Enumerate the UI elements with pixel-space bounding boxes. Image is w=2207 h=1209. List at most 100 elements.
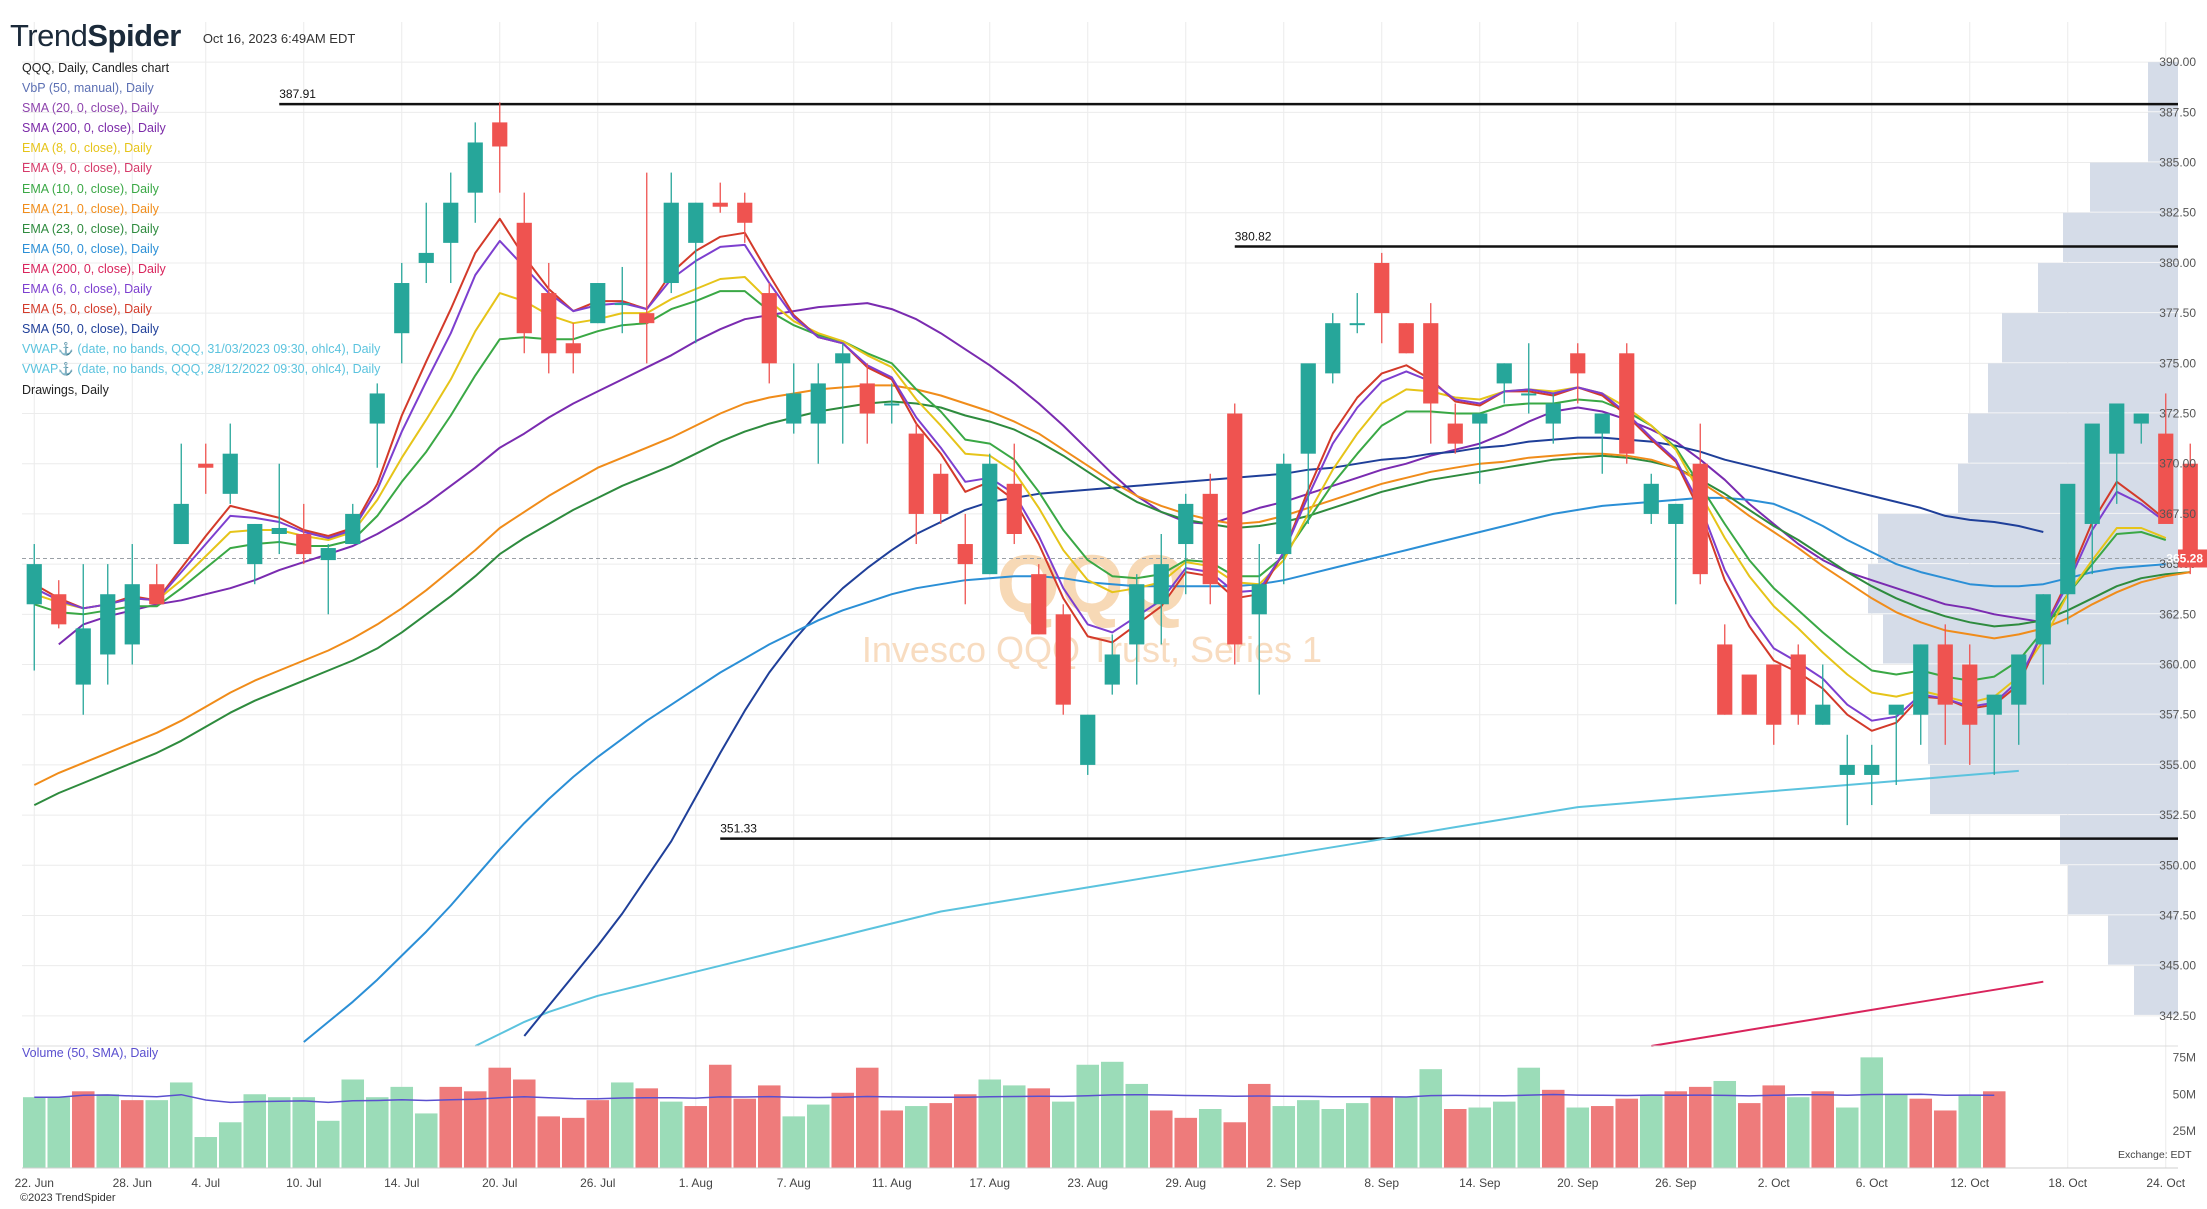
time-tick-label: 20. Sep	[1557, 1176, 1599, 1190]
candle-body	[982, 463, 998, 575]
time-tick-label: 12. Oct	[1950, 1176, 1989, 1190]
legend-item[interactable]: EMA (9, 0, close), Daily	[22, 161, 152, 176]
candle-body	[1447, 423, 1463, 444]
legend-item[interactable]: SMA (20, 0, close), Daily	[22, 101, 159, 116]
volume-bar	[1958, 1095, 1982, 1168]
last-price-tag: 365.28	[2166, 549, 2207, 568]
candle-body	[1104, 654, 1120, 685]
chart-title[interactable]: QQQ, Daily, Candles chart	[22, 61, 170, 75]
candle-body	[639, 313, 655, 324]
volume-sma-line	[34, 1093, 1995, 1104]
candle-body	[1153, 564, 1169, 605]
candle-body	[933, 473, 949, 514]
legend-item[interactable]: EMA (5, 0, close), Daily	[22, 302, 152, 317]
time-tick-label: 2. Oct	[1758, 1176, 1791, 1190]
candle-body	[492, 122, 508, 147]
volume-bar	[145, 1100, 169, 1168]
volume-bar	[1051, 1101, 1075, 1168]
candle-body	[2035, 594, 2051, 645]
volume-legend[interactable]: Volume (50, SMA), Daily	[22, 1046, 159, 1060]
candle-body	[369, 393, 385, 424]
grid	[22, 22, 2178, 1168]
candle-body	[1741, 674, 1757, 715]
candle-body	[1766, 664, 1782, 725]
candle-body	[271, 527, 287, 534]
volume-bar	[1296, 1100, 1320, 1168]
candle-body	[1349, 323, 1365, 326]
legend-item[interactable]: EMA (200, 0, close), Daily	[22, 261, 166, 276]
time-axis: 22. Jun 28. Jun 4. Jul 10. Jul 14. Jul 20. Ju…	[15, 1176, 2186, 1190]
price-tick-label: 387.50	[2159, 105, 2196, 119]
volume-bar	[1517, 1067, 1541, 1168]
legend-item[interactable]: VWAP⚓ (date, no bands, QQQ, 28/12/2022 0…	[22, 362, 381, 377]
candle-body	[957, 544, 973, 565]
volume-bars	[22, 1057, 2006, 1168]
volume-bar	[1615, 1098, 1639, 1168]
volume-bar	[1370, 1097, 1394, 1168]
volume-bar	[1933, 1110, 1957, 1168]
time-tick-label: 29. Aug	[1165, 1176, 1206, 1190]
legend-item[interactable]: SMA (50, 0, close), Daily	[22, 322, 159, 337]
time-tick-label: 1. Aug	[679, 1176, 713, 1190]
candle-body	[1251, 584, 1267, 615]
volume-bar	[1492, 1101, 1516, 1168]
volume-bar	[586, 1100, 610, 1168]
vbp-bar	[2108, 915, 2178, 965]
time-tick-label: 14. Sep	[1459, 1176, 1501, 1190]
candle-body	[1129, 584, 1145, 645]
volume-bar	[365, 1097, 389, 1168]
legend-item[interactable]: VbP (50, manual), Daily	[22, 81, 154, 96]
legend-item[interactable]: Drawings, Daily	[22, 382, 109, 397]
volume-bar	[1002, 1085, 1026, 1168]
indicator-line	[58, 302, 2044, 646]
legend-item[interactable]: EMA (6, 0, close), Daily	[22, 282, 152, 297]
candle-body	[1570, 353, 1586, 374]
vbp-bar	[1988, 363, 2178, 413]
volume-bar	[1272, 1106, 1296, 1168]
legend-item[interactable]: EMA (21, 0, close), Daily	[22, 201, 159, 216]
candle-body	[884, 403, 900, 406]
vwap-line	[474, 769, 2019, 1047]
candle-body	[124, 584, 140, 645]
candle-body	[1006, 483, 1022, 534]
copyright: ©2023 TrendSpider	[20, 1192, 116, 1204]
candle-body	[1839, 764, 1855, 775]
volume-bar	[1394, 1097, 1418, 1168]
volume-axis: 25M 50M 75M	[2173, 1050, 2196, 1138]
candle-body	[75, 628, 91, 685]
candle-body	[26, 564, 42, 605]
volume-bar	[1100, 1061, 1124, 1168]
time-tick-label: 8. Sep	[1364, 1176, 1399, 1190]
candle-body	[663, 202, 679, 284]
volume-bar	[1884, 1094, 1908, 1168]
legend-item[interactable]: EMA (10, 0, close), Daily	[22, 181, 159, 196]
time-tick-label: 24. Oct	[2146, 1176, 2185, 1190]
legend-item[interactable]: SMA (200, 0, close), Daily	[22, 121, 166, 136]
candle-body	[1055, 614, 1071, 705]
candle-body	[2133, 413, 2149, 424]
candle-body	[1643, 483, 1659, 514]
volume-bar	[463, 1091, 487, 1168]
vbp-bar	[1918, 664, 2178, 714]
volume-bar	[1247, 1083, 1271, 1168]
volume-bar	[1811, 1091, 1835, 1168]
time-tick-label: 4. Jul	[191, 1176, 220, 1190]
price-tick-label: 382.50	[2159, 206, 2196, 220]
candle-body	[467, 142, 483, 193]
candle-body	[394, 283, 410, 334]
volume-bar	[1419, 1069, 1443, 1168]
candle-body	[1986, 694, 2002, 715]
legend-item[interactable]: EMA (50, 0, close), Daily	[22, 241, 159, 256]
legend-item[interactable]: VWAP⚓ (date, no bands, QQQ, 31/03/2023 0…	[22, 342, 381, 357]
legend-item[interactable]: EMA (8, 0, close), Daily	[22, 141, 152, 156]
candles	[26, 102, 2198, 826]
volume-tick-label: 75M	[2173, 1050, 2196, 1064]
price-tick-label: 355.00	[2159, 758, 2196, 772]
volume-bar	[904, 1106, 928, 1168]
candle-body	[1080, 714, 1096, 765]
volume-bar	[22, 1097, 46, 1168]
candle-body	[247, 523, 263, 565]
legend-item[interactable]: EMA (23, 0, close), Daily	[22, 221, 159, 236]
candle-body	[590, 283, 606, 324]
